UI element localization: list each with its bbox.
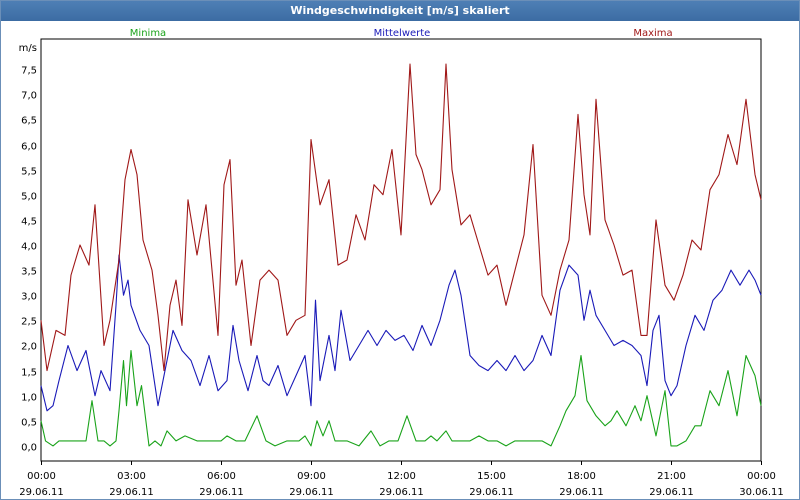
y-tick-label: 7,0 bbox=[21, 91, 37, 102]
y-tick-label: 1,0 bbox=[21, 393, 37, 404]
y-tick-label: 1,5 bbox=[21, 368, 37, 379]
x-tick-date: 29.06.11 bbox=[19, 487, 64, 498]
y-axis-label: m/s bbox=[19, 43, 37, 54]
series-line-mittelwerte bbox=[40, 254, 762, 412]
window-title: Windgeschwindigkeit [m/s] skaliert bbox=[1, 1, 799, 21]
series-line-maxima bbox=[40, 63, 762, 372]
x-tick-date: 29.06.11 bbox=[199, 487, 244, 498]
y-tick-label: 3,5 bbox=[21, 267, 37, 278]
legend-mittelwerte: Mittelwerte bbox=[374, 28, 431, 39]
x-tick-time: 09:00 bbox=[297, 471, 326, 482]
legend: Minima Mittelwerte Maxima bbox=[130, 28, 673, 39]
plot-frame bbox=[40, 38, 762, 462]
x-tick-time: 18:00 bbox=[567, 471, 596, 482]
x-tick-time: 00:00 bbox=[27, 471, 56, 482]
y-tick-label: 0,5 bbox=[21, 418, 37, 429]
x-tick-time: 21:00 bbox=[657, 471, 686, 482]
x-tick-date: 29.06.11 bbox=[559, 487, 604, 498]
legend-maxima: Maxima bbox=[633, 28, 672, 39]
series-lines bbox=[40, 63, 762, 447]
y-tick-label: 6,5 bbox=[21, 116, 37, 127]
y-tick-label: 3,0 bbox=[21, 292, 37, 303]
y-tick-label: 4,5 bbox=[21, 217, 37, 228]
x-tick-date: 29.06.11 bbox=[649, 487, 694, 498]
x-tick-time: 15:00 bbox=[477, 471, 506, 482]
x-tick-time: 12:00 bbox=[387, 471, 416, 482]
y-tick-label: 2,5 bbox=[21, 317, 37, 328]
x-tick-date: 29.06.11 bbox=[109, 487, 154, 498]
x-tick-time: 06:00 bbox=[207, 471, 236, 482]
x-tick-date: 29.06.11 bbox=[379, 487, 424, 498]
y-tick-label: 0,0 bbox=[21, 443, 37, 454]
y-tick-label: 6,0 bbox=[21, 142, 37, 153]
y-tick-label: 7,5 bbox=[21, 66, 37, 77]
x-tick-date: 30.06.11 bbox=[739, 487, 784, 498]
y-tick-label: 2,0 bbox=[21, 342, 37, 353]
x-tick-date: 29.06.11 bbox=[469, 487, 514, 498]
y-tick-label: 5,0 bbox=[21, 192, 37, 203]
x-tick-time: 03:00 bbox=[117, 471, 146, 482]
x-tick-date: 29.06.11 bbox=[289, 487, 334, 498]
series-line-minima bbox=[40, 349, 762, 447]
x-tick-time: 00:00 bbox=[747, 471, 776, 482]
y-tick-label: 5,5 bbox=[21, 167, 37, 178]
legend-minima: Minima bbox=[130, 28, 166, 39]
y-tick-label: 4,0 bbox=[21, 242, 37, 253]
